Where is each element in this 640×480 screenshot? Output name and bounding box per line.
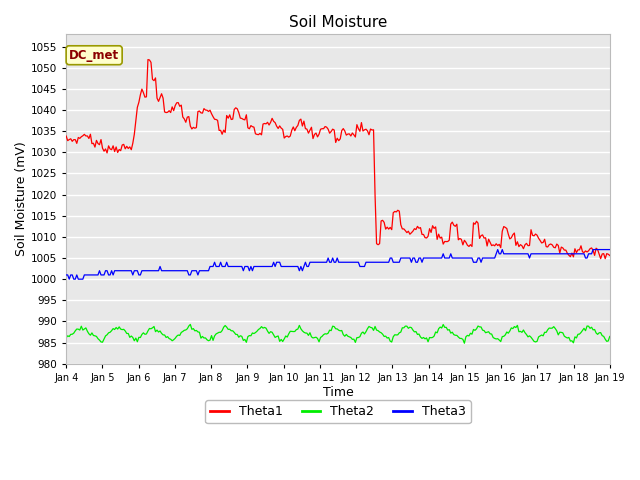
Title: Soil Moisture: Soil Moisture	[289, 15, 387, 30]
Text: DC_met: DC_met	[69, 49, 119, 62]
X-axis label: Time: Time	[323, 385, 353, 398]
Y-axis label: Soil Moisture (mV): Soil Moisture (mV)	[15, 142, 28, 256]
Legend: Theta1, Theta2, Theta3: Theta1, Theta2, Theta3	[205, 400, 470, 423]
